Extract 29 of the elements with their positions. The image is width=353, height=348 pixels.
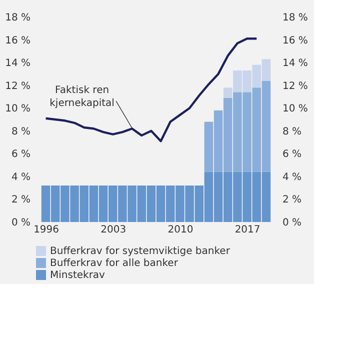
y2-tick-label: 6 %	[282, 149, 302, 160]
x-tick-label: 2003	[100, 224, 126, 236]
y-tick-label: 12 %	[5, 80, 30, 92]
y2-tick-label: 0 %	[282, 218, 302, 228]
y-tick-label: 14 %	[5, 58, 30, 70]
y2-tick-label: 4 %	[282, 172, 302, 183]
x-tick-label: 2017	[234, 224, 260, 236]
annotation: Faktisk ren kjernekapital	[50, 85, 114, 110]
legend-label: Minstekrav	[50, 270, 106, 281]
y2-tick-label: 2 %	[282, 194, 302, 206]
y2-tick-label: 8 %	[282, 126, 302, 138]
x-tick-label: 2010	[168, 224, 194, 236]
y-tick-label: 10 %	[5, 104, 30, 115]
y-tick-label: 2 %	[11, 194, 30, 206]
y2-tick-label: 12 %	[282, 80, 308, 92]
y-tick-label: 4 %	[11, 172, 30, 183]
y-tick-label: 8 %	[11, 126, 30, 138]
y-tick-label: 16 %	[5, 35, 30, 46]
line-series	[44, 38, 258, 142]
y-tick-label: 0 %	[11, 218, 30, 228]
legend-label: Bufferkrav for systemviktige banker	[50, 246, 231, 257]
y2-tick-label: 14 %	[282, 58, 308, 70]
y2-tick-label: 16 %	[282, 35, 308, 46]
y-tick-label: 18 %	[5, 12, 30, 24]
x-tick-label: 1996	[34, 224, 60, 236]
y2-tick-label: 18 %	[282, 12, 308, 24]
y-tick-label: 6 %	[11, 149, 30, 160]
legend-label: Bufferkrav for alle banker	[50, 258, 179, 269]
y2-tick-label: 10 %	[282, 104, 308, 115]
